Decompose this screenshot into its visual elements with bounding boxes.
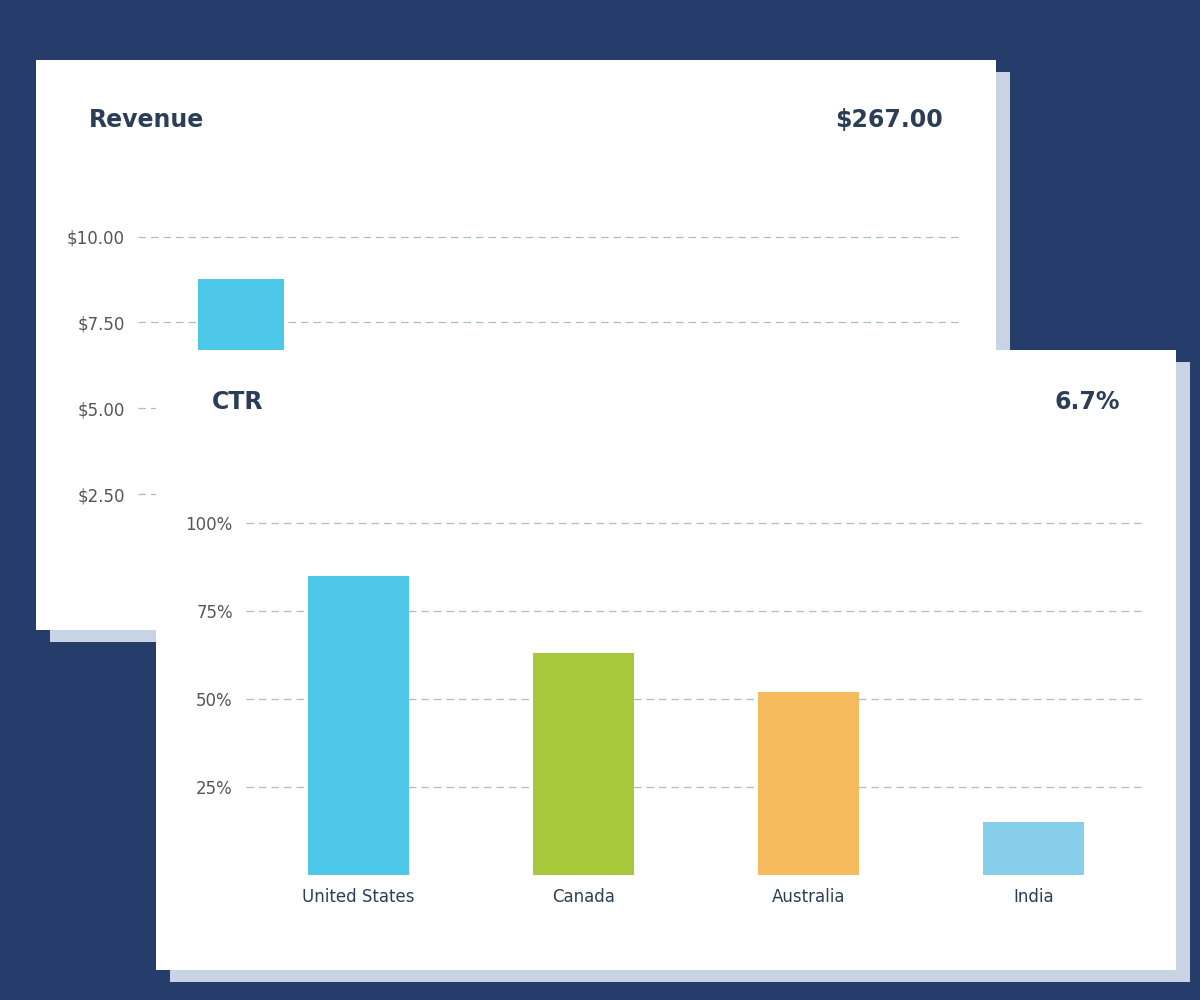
Text: 6.7%: 6.7% (1055, 390, 1120, 414)
Bar (403, 374, 490, 580)
FancyBboxPatch shape (140, 341, 1192, 979)
Bar (983, 822, 1084, 875)
FancyBboxPatch shape (36, 63, 1025, 651)
Bar (533, 653, 634, 875)
Bar (308, 576, 409, 875)
FancyBboxPatch shape (22, 51, 1010, 639)
Text: $267.00: $267.00 (835, 108, 943, 132)
Bar (758, 692, 859, 875)
Text: Revenue: Revenue (89, 108, 204, 132)
Bar (198, 279, 284, 580)
Text: CTR: CTR (212, 390, 264, 414)
FancyBboxPatch shape (155, 353, 1200, 991)
